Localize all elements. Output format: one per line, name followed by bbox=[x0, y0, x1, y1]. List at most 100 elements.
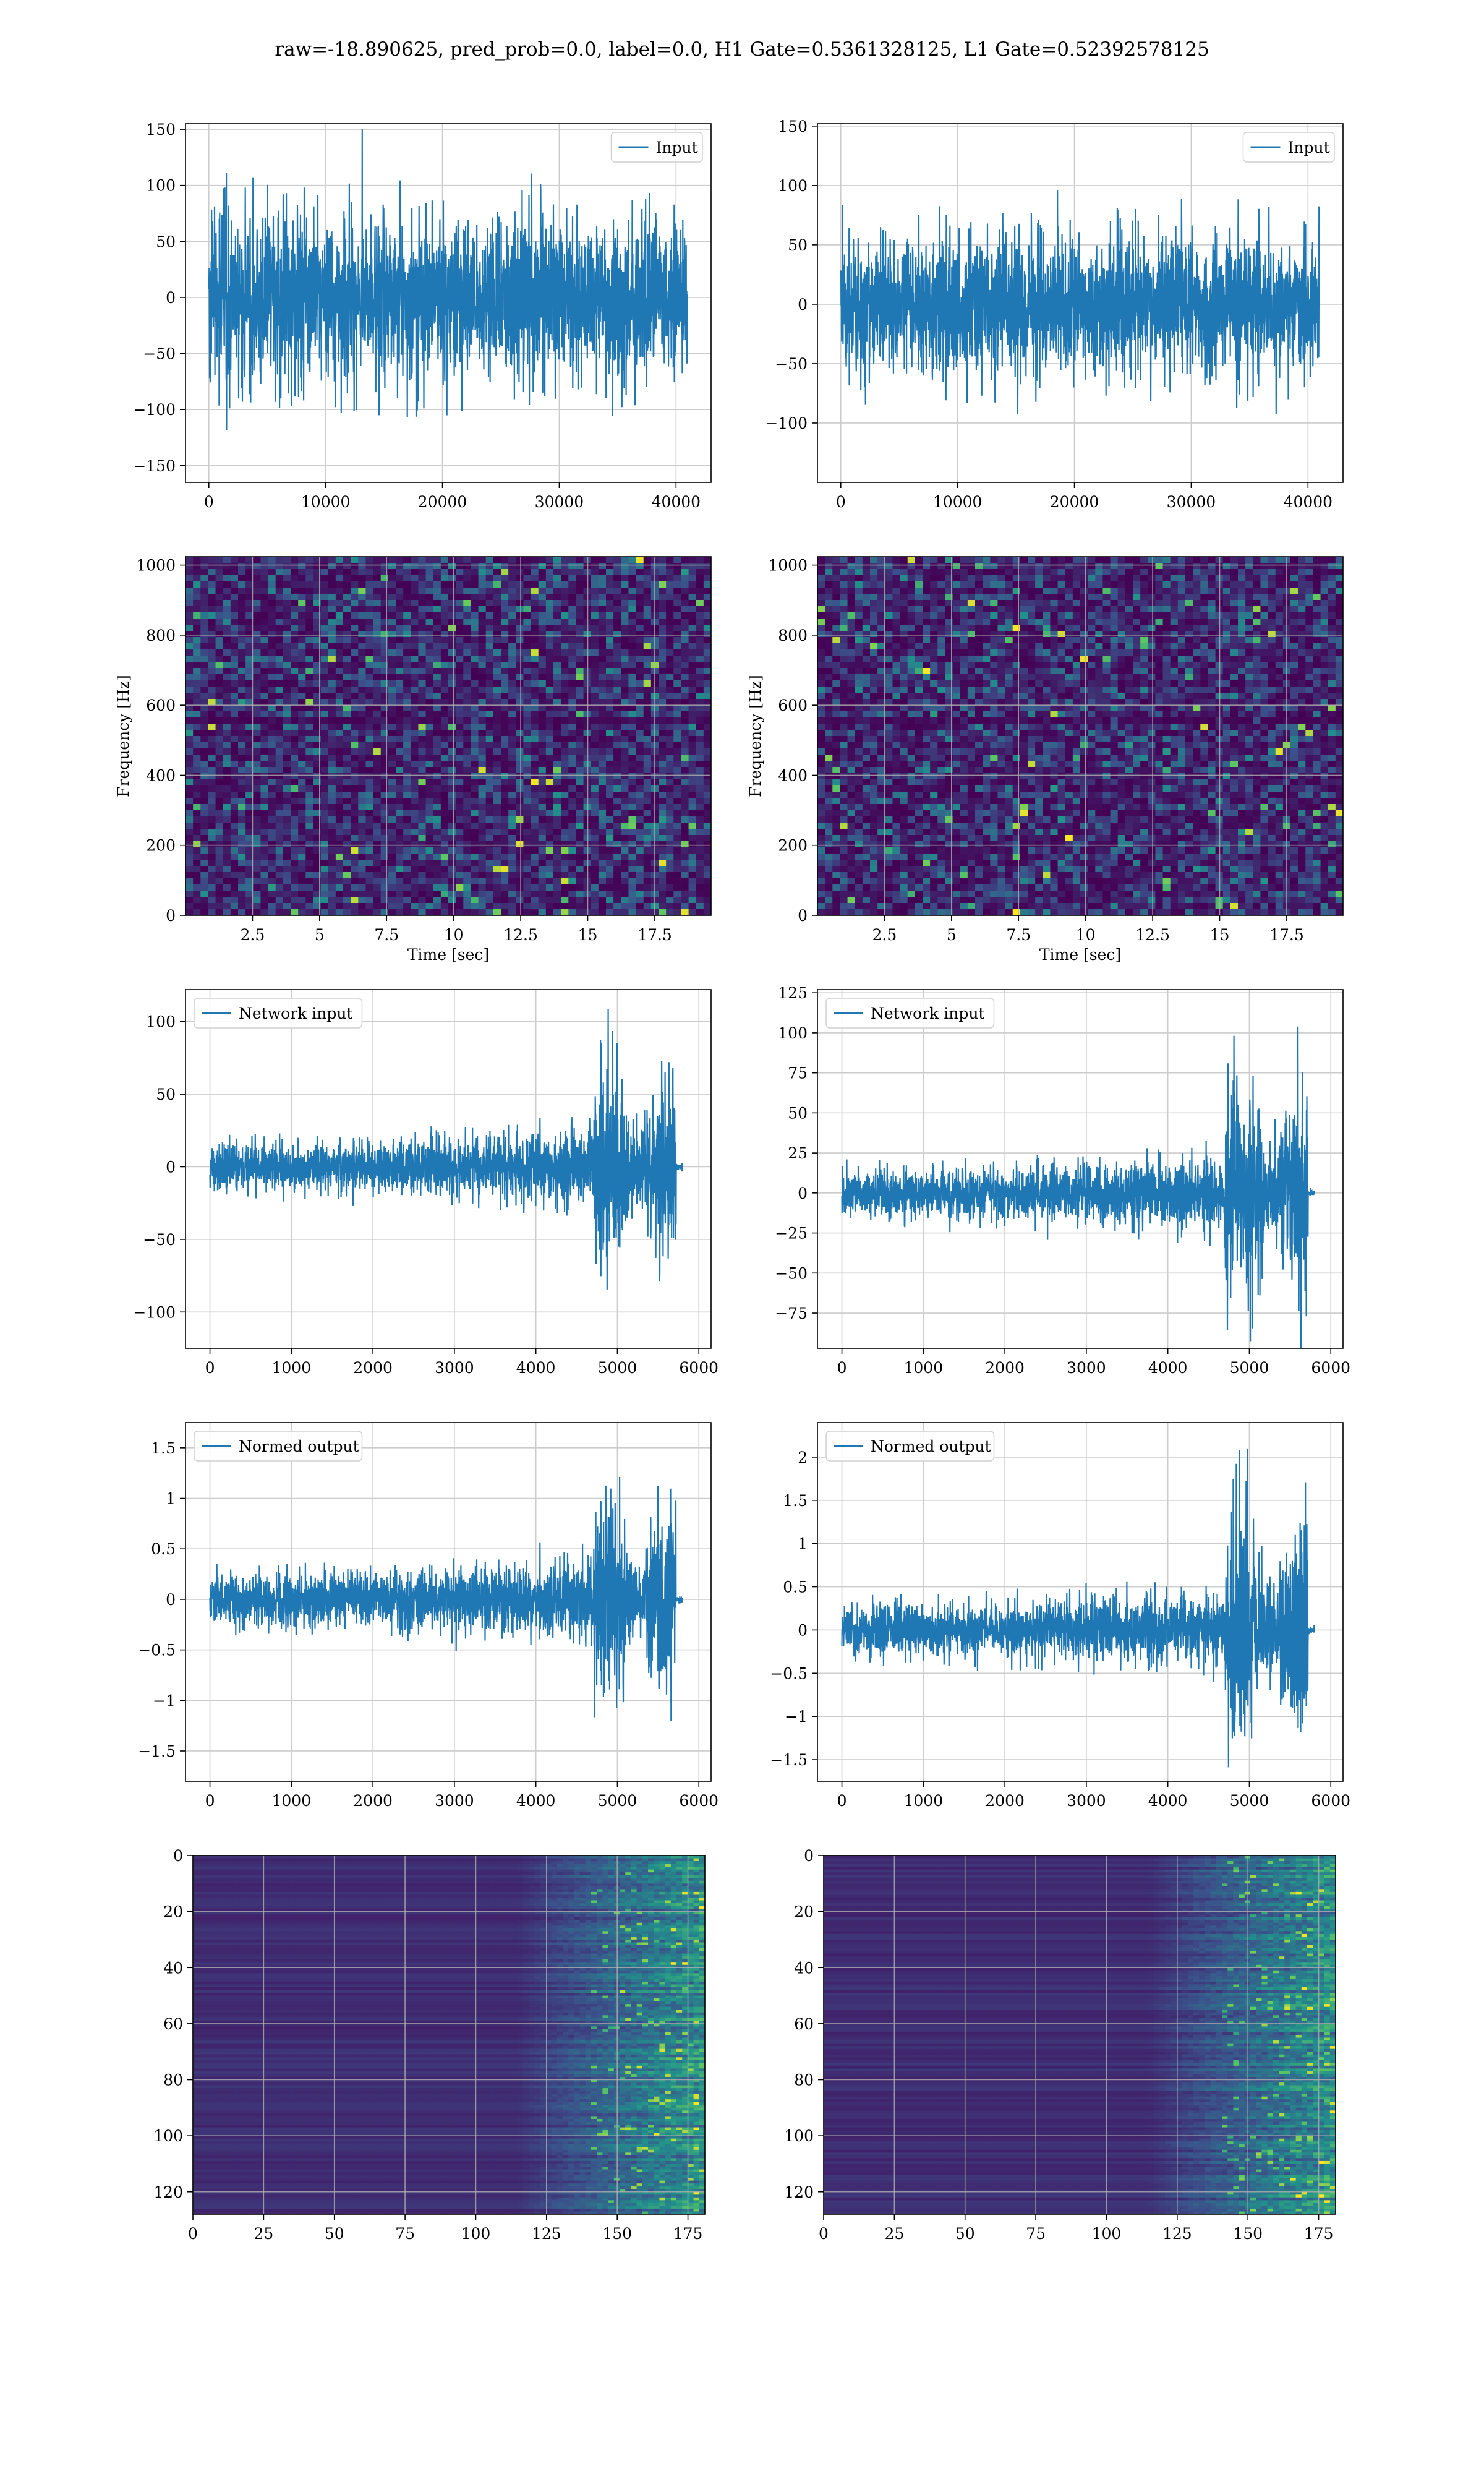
x-tick-label: 10 bbox=[1076, 926, 1096, 944]
heatmap-feature-map-h1 bbox=[193, 1856, 705, 2214]
x-tick-label: 100 bbox=[1092, 2225, 1122, 2243]
legend-label: Network input bbox=[239, 1004, 352, 1022]
x-axis-label: Time [sec] bbox=[1039, 946, 1121, 964]
y-tick-label: 20 bbox=[163, 1903, 183, 1921]
y-tick-label: 0 bbox=[166, 1591, 176, 1609]
x-tick-label: 0 bbox=[204, 493, 214, 511]
y-tick-label: 50 bbox=[788, 1104, 808, 1122]
axes-frame-input-l1 bbox=[817, 123, 1344, 483]
y-tick-label: 150 bbox=[146, 121, 176, 139]
x-tick-label: 30000 bbox=[535, 493, 584, 511]
y-tick-label: −1.5 bbox=[770, 1751, 808, 1769]
y-tick-label: 0 bbox=[804, 1847, 814, 1865]
x-tick-label: 125 bbox=[532, 2225, 561, 2243]
x-tick-label: 2000 bbox=[985, 1359, 1025, 1377]
y-tick-label: 600 bbox=[146, 696, 176, 714]
x-tick-label: 5000 bbox=[1230, 1359, 1269, 1377]
y-tick-label: 0 bbox=[798, 1621, 808, 1639]
x-tick-label: 6000 bbox=[679, 1792, 719, 1810]
x-tick-label: 3000 bbox=[1067, 1792, 1106, 1810]
y-tick-label: −50 bbox=[775, 355, 808, 373]
x-tick-label: 4000 bbox=[1148, 1792, 1188, 1810]
axes-frame-feature-map-l1 bbox=[823, 1855, 1336, 2215]
x-tick-label: 1000 bbox=[904, 1359, 944, 1377]
x-tick-label: 175 bbox=[1304, 2225, 1334, 2243]
y-tick-label: 100 bbox=[146, 177, 176, 195]
x-tick-label: 20000 bbox=[418, 493, 467, 511]
x-tick-label: 50 bbox=[955, 2225, 975, 2243]
chart-feature-map-h1: 0 25 50 75 100 125 150 175 0 20 40 60 80 100 120 bbox=[153, 1847, 706, 2243]
x-tick-label: 150 bbox=[602, 2225, 632, 2243]
axes-frame-normed-output-l1 bbox=[817, 1422, 1344, 1782]
x-tick-label: 10000 bbox=[301, 493, 351, 511]
legend-network-input-h1: Network input bbox=[194, 998, 363, 1029]
x-tick-label: 25 bbox=[254, 2225, 273, 2243]
y-tick-label: 200 bbox=[146, 837, 176, 855]
y-tick-label: 20 bbox=[794, 1903, 814, 1921]
legend-normed-output-l1: Normed output bbox=[825, 1431, 995, 1462]
y-tick-label: −100 bbox=[133, 401, 176, 419]
y-tick-label: 50 bbox=[156, 1085, 176, 1103]
x-tick-label: 17.5 bbox=[1269, 926, 1304, 944]
x-tick-label: 15 bbox=[578, 926, 598, 944]
x-tick-label: 5 bbox=[947, 926, 957, 944]
y-tick-label: 40 bbox=[794, 1959, 814, 1977]
series-line-normed-output-h1 bbox=[209, 1476, 683, 1721]
x-tick-label: 6000 bbox=[1311, 1792, 1350, 1810]
legend-label: Normed output bbox=[871, 1437, 991, 1455]
x-tick-label: 2000 bbox=[353, 1792, 393, 1810]
x-tick-label: 2000 bbox=[985, 1792, 1025, 1810]
y-tick-label: 1 bbox=[798, 1535, 808, 1553]
x-tick-label: 25 bbox=[884, 2225, 904, 2243]
y-tick-label: −50 bbox=[143, 1231, 176, 1249]
y-axis-label: Frequency [Hz] bbox=[746, 675, 764, 797]
x-tick-label: 4000 bbox=[516, 1359, 556, 1377]
x-tick-label: 3000 bbox=[435, 1359, 474, 1377]
x-tick-label: 40000 bbox=[1284, 493, 1333, 511]
x-tick-label: 4000 bbox=[1148, 1359, 1188, 1377]
chart-spectrogram-h1: 2.5 5 7.5 10 12.5 15 17.5 0 200 400 600 800 1000 Time… bbox=[114, 556, 712, 964]
x-tick-label: 75 bbox=[1026, 2225, 1046, 2243]
x-tick-label: 10000 bbox=[933, 493, 983, 511]
chart-normed-output-h1: 0 1000 2000 3000 4000 5000 6000 −1.5 −1 −0.5 0 0.5 1… bbox=[138, 1422, 719, 1810]
x-tick-label: 10 bbox=[444, 926, 464, 944]
y-tick-label: 0 bbox=[173, 1847, 183, 1865]
axes-frame-network-input-l1 bbox=[817, 989, 1344, 1349]
x-tick-label: 0 bbox=[837, 1792, 847, 1810]
x-tick-label: 0 bbox=[836, 493, 846, 511]
y-tick-label: 0 bbox=[798, 296, 808, 314]
x-tick-label: 12.5 bbox=[1135, 926, 1170, 944]
y-tick-label: 200 bbox=[778, 837, 808, 855]
y-tick-label: 75 bbox=[788, 1064, 808, 1082]
legend-input-h1: Input bbox=[610, 132, 703, 163]
y-tick-label: 0.5 bbox=[783, 1578, 808, 1596]
y-tick-label: 400 bbox=[146, 766, 176, 784]
x-tick-label: 5000 bbox=[598, 1359, 638, 1377]
y-tick-label: 0 bbox=[166, 289, 176, 307]
legend-label: Network input bbox=[871, 1004, 984, 1022]
legend-label: Input bbox=[1288, 139, 1330, 156]
x-tick-label: 0 bbox=[188, 2225, 198, 2243]
x-tick-label: 3000 bbox=[435, 1792, 474, 1810]
x-tick-label: 0 bbox=[837, 1359, 847, 1377]
x-tick-label: 2.5 bbox=[872, 926, 897, 944]
y-tick-label: 120 bbox=[784, 2183, 814, 2201]
series-line-input-h1 bbox=[208, 129, 688, 430]
y-tick-label: −50 bbox=[775, 1264, 808, 1282]
y-tick-label: 0 bbox=[166, 907, 176, 925]
chart-network-input-h1: 0 1000 2000 3000 4000 5000 6000 −100 −50 0 50 100 Ne… bbox=[133, 989, 719, 1377]
y-tick-label: 125 bbox=[778, 984, 808, 1002]
x-tick-label: 6000 bbox=[1311, 1359, 1350, 1377]
x-tick-label: 100 bbox=[461, 2225, 491, 2243]
legend-network-input-l1: Network input bbox=[825, 998, 995, 1029]
y-tick-label: 120 bbox=[153, 2183, 183, 2201]
y-tick-label: −1.5 bbox=[138, 1742, 176, 1760]
x-tick-label: 150 bbox=[1233, 2225, 1263, 2243]
y-tick-label: 600 bbox=[778, 696, 808, 714]
y-tick-label: 1000 bbox=[136, 557, 176, 575]
x-tick-label: 15 bbox=[1210, 926, 1230, 944]
series-line-input-l1 bbox=[840, 189, 1320, 414]
x-tick-label: 17.5 bbox=[638, 926, 672, 944]
series-line-network-input-l1 bbox=[841, 1026, 1315, 1348]
